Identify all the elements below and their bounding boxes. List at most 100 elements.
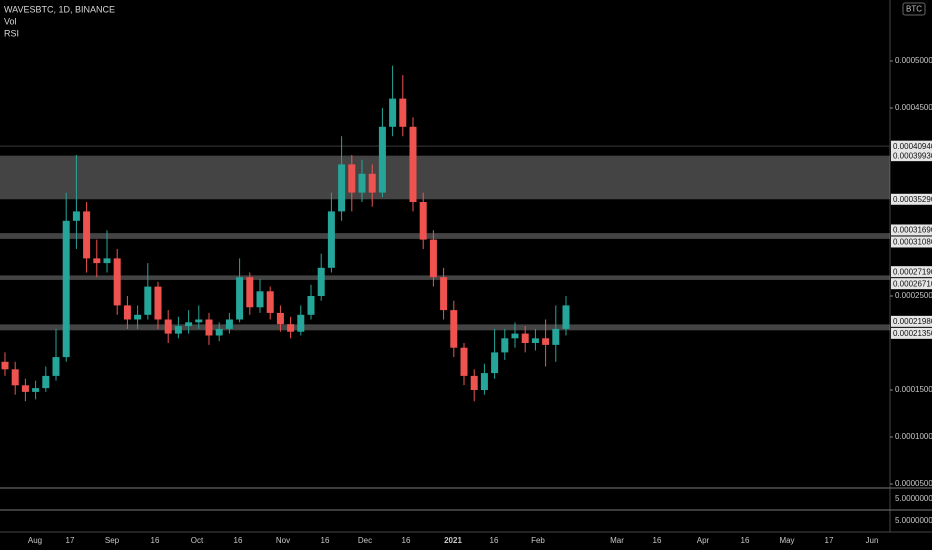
candle-body xyxy=(409,126,417,202)
x-tick-label: 16 xyxy=(151,536,160,545)
x-tick-label: 16 xyxy=(653,536,662,545)
zone-label: 0.00031080 xyxy=(893,238,932,247)
candle-body xyxy=(501,338,509,353)
candle-body xyxy=(368,173,376,193)
x-tick-label: 16 xyxy=(741,536,750,545)
x-tick-label: Sep xyxy=(105,536,120,545)
candle-body xyxy=(256,291,264,308)
zone-label: 0.00026710 xyxy=(893,279,932,288)
candle-body xyxy=(154,286,162,320)
candle-body xyxy=(144,286,152,315)
x-tick-label: 16 xyxy=(402,536,411,545)
candle-body xyxy=(378,126,386,193)
x-tick-label: Nov xyxy=(276,536,290,545)
candle-body xyxy=(460,347,468,376)
candle-body xyxy=(236,277,244,320)
candle-body xyxy=(521,333,529,343)
candle-body xyxy=(511,333,519,339)
x-tick-label: 16 xyxy=(234,536,243,545)
candle-body xyxy=(225,319,233,329)
x-tick-label: Oct xyxy=(191,536,204,545)
candle-body xyxy=(52,357,60,376)
candle-body xyxy=(327,211,335,268)
candle-body xyxy=(429,239,437,278)
x-tick-label: Feb xyxy=(531,536,545,545)
candle-body xyxy=(123,305,131,320)
level-label-box xyxy=(891,140,932,152)
candle-body xyxy=(399,98,407,127)
x-tick-label: May xyxy=(779,536,794,545)
candle-body xyxy=(419,202,427,240)
candle-body xyxy=(491,352,499,374)
candle-body xyxy=(307,296,315,315)
symbol-title: WAVESBTC, 1D, BINANCE xyxy=(4,4,115,14)
candle-body xyxy=(450,310,458,348)
zone-label-box xyxy=(891,193,932,205)
candle-body xyxy=(389,98,397,127)
candle-body xyxy=(440,277,448,311)
candle-body xyxy=(113,258,121,306)
pane-label: 5.0000000 xyxy=(895,494,932,503)
level-label: 0.00040940 xyxy=(893,142,932,151)
candle-body xyxy=(62,220,70,358)
candle-body xyxy=(195,319,203,323)
candle-body xyxy=(134,314,142,320)
candle-body xyxy=(297,314,305,332)
x-tick-label: Apr xyxy=(697,536,710,545)
candle-body xyxy=(72,211,80,221)
candle-body xyxy=(205,319,213,336)
candle-body xyxy=(348,164,356,193)
candle-body xyxy=(21,385,29,392)
zone-label-box xyxy=(891,236,932,248)
zone-label-box xyxy=(891,266,932,278)
candle-body xyxy=(32,388,40,392)
candle-body xyxy=(42,375,50,389)
candle-body xyxy=(276,312,284,325)
candle-body xyxy=(470,375,478,390)
candle-body xyxy=(358,173,366,193)
candle-body xyxy=(338,164,346,212)
candle-body xyxy=(531,338,539,343)
candle-body xyxy=(317,267,325,296)
x-tick-label: 17 xyxy=(825,536,834,545)
candle-body xyxy=(287,324,295,332)
candle-body xyxy=(552,328,560,345)
currency-label: BTC xyxy=(906,5,922,14)
x-tick-label: 16 xyxy=(321,536,330,545)
zone-label-box xyxy=(891,150,932,162)
zone-band xyxy=(0,324,890,331)
candle-body xyxy=(542,338,550,345)
candle-body xyxy=(266,291,274,313)
candle-body xyxy=(185,322,193,327)
indicator-label: RSI xyxy=(4,28,19,38)
candle-body xyxy=(480,373,488,390)
zone-label: 0.00039930 xyxy=(893,151,932,160)
candle-body xyxy=(562,305,570,329)
candle-body xyxy=(246,277,254,308)
zone-band xyxy=(0,155,890,200)
zone-label: 0.00035290 xyxy=(893,195,932,204)
zone-label-box xyxy=(891,224,932,236)
x-tick-label: Aug xyxy=(28,536,42,545)
candle-body xyxy=(103,258,111,264)
zone-label-box xyxy=(891,278,932,290)
candle-body xyxy=(215,328,223,336)
candle-body xyxy=(83,211,91,259)
currency-badge[interactable] xyxy=(902,2,926,16)
x-tick-label: 17 xyxy=(66,536,75,545)
zone-label-box xyxy=(891,327,932,339)
x-tick-label: Dec xyxy=(358,536,372,545)
candle-body xyxy=(11,369,19,386)
candle-body xyxy=(93,258,101,264)
zone-label-box xyxy=(891,315,932,327)
zone-band xyxy=(0,233,890,239)
zone-label: 0.00021350 xyxy=(893,329,932,338)
zone-label: 0.00021980 xyxy=(893,317,932,326)
candle-body xyxy=(164,319,172,334)
